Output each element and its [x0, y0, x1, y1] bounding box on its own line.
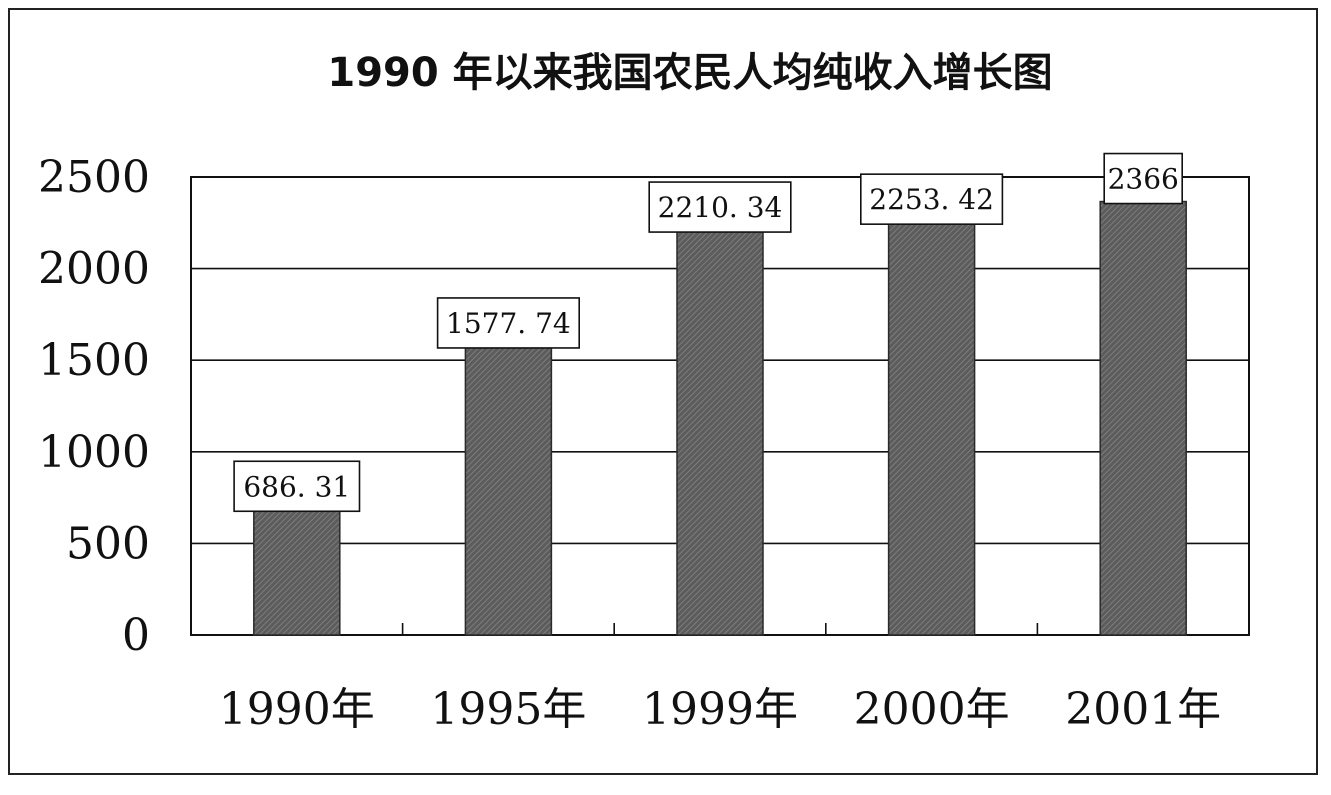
y-tick-label: 1500: [38, 335, 150, 386]
bar: [253, 508, 341, 636]
data-label-box: [436, 297, 581, 349]
bar: [1099, 200, 1187, 636]
x-tick-label: 1990年: [219, 684, 375, 735]
data-label: 2366: [1108, 163, 1179, 196]
data-label: 686. 31: [243, 470, 350, 503]
data-label: 1577. 74: [446, 307, 571, 340]
data-label-box: [648, 181, 792, 233]
data-label: 2253. 42: [869, 183, 994, 216]
x-tick-label: 1999年: [642, 684, 798, 735]
bar: [464, 345, 553, 636]
x-tick-label: 1995年: [430, 684, 586, 735]
x-tick-label: 2000年: [854, 684, 1010, 735]
y-tick-label: 2500: [38, 152, 150, 203]
data-label-box: [233, 460, 361, 513]
y-tick-label: 2000: [38, 244, 150, 295]
bar: [676, 229, 764, 636]
y-tick-label: 1000: [38, 427, 150, 478]
y-tick-label: 500: [66, 518, 150, 569]
data-label-box: [1103, 152, 1183, 205]
x-tick-label: 2001年: [1065, 684, 1221, 735]
y-tick-label: 0: [122, 610, 150, 661]
plot-area: 0 500 1000 1500 2000 2500 686. 31 1990年 1577. 74…: [38, 152, 1250, 735]
data-label-box: [859, 173, 1004, 225]
data-label: 2210. 34: [658, 191, 783, 224]
chart-title: 1990 年以来我国农民人均纯收入增长图: [327, 50, 1052, 96]
bar: [887, 221, 976, 636]
